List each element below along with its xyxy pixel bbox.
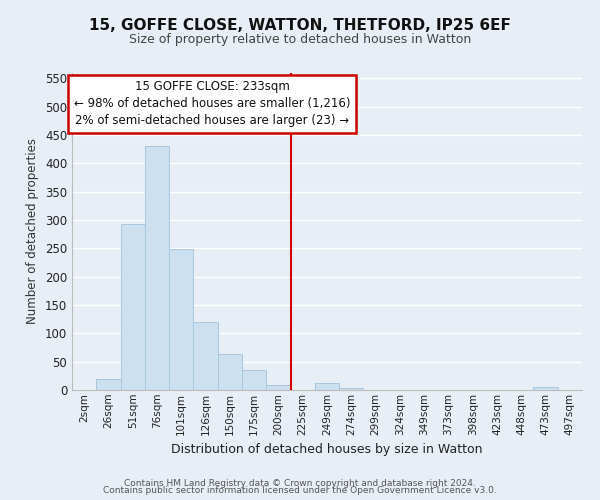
Bar — [315, 383, 339, 390]
Bar — [121, 224, 145, 390]
Text: 15 GOFFE CLOSE: 233sqm
← 98% of detached houses are smaller (1,216)
2% of semi-d: 15 GOFFE CLOSE: 233sqm ← 98% of detached… — [74, 80, 350, 128]
Bar — [218, 354, 242, 390]
Y-axis label: Number of detached properties: Number of detached properties — [26, 138, 40, 324]
Text: Size of property relative to detached houses in Watton: Size of property relative to detached ho… — [129, 32, 471, 46]
Text: 15, GOFFE CLOSE, WATTON, THETFORD, IP25 6EF: 15, GOFFE CLOSE, WATTON, THETFORD, IP25 … — [89, 18, 511, 32]
Bar — [145, 146, 169, 390]
X-axis label: Distribution of detached houses by size in Watton: Distribution of detached houses by size … — [171, 443, 483, 456]
Text: Contains public sector information licensed under the Open Government Licence v3: Contains public sector information licen… — [103, 486, 497, 495]
Bar — [242, 370, 266, 390]
Bar — [533, 387, 558, 390]
Bar — [193, 322, 218, 390]
Bar — [266, 385, 290, 390]
Bar — [339, 388, 364, 390]
Bar — [169, 250, 193, 390]
Bar — [96, 378, 121, 390]
Text: Contains HM Land Registry data © Crown copyright and database right 2024.: Contains HM Land Registry data © Crown c… — [124, 478, 476, 488]
